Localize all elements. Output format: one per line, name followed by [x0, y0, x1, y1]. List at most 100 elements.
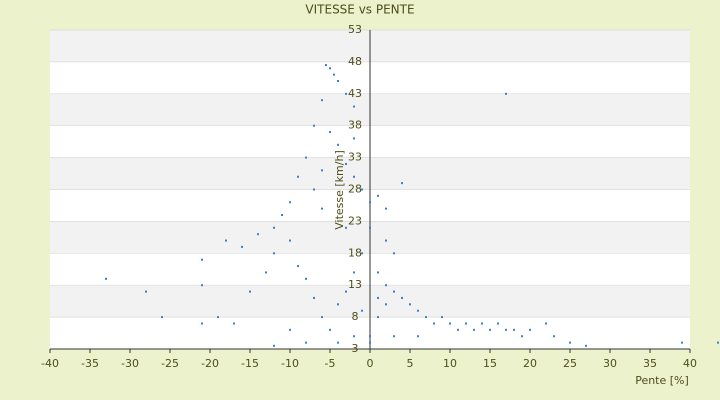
- x-tick-label: 30: [603, 357, 617, 370]
- x-tick-label: 10: [443, 357, 457, 370]
- point: [497, 322, 499, 325]
- y-axis-title: Vitesse [km/h]: [333, 150, 346, 230]
- point: [257, 233, 259, 236]
- point: [369, 341, 371, 344]
- y-tick-label: 13: [348, 278, 362, 291]
- point: [337, 341, 339, 344]
- point: [449, 322, 451, 325]
- point: [321, 207, 323, 210]
- point: [305, 341, 307, 344]
- point: [457, 328, 459, 331]
- point: [225, 239, 227, 242]
- point: [585, 344, 587, 347]
- point: [145, 290, 147, 293]
- point: [265, 271, 267, 274]
- point: [417, 309, 419, 312]
- x-tick-label: -5: [325, 357, 336, 370]
- point: [273, 252, 275, 255]
- point: [377, 316, 379, 319]
- point: [361, 309, 363, 312]
- point: [393, 335, 395, 338]
- x-tick-label: -35: [81, 357, 99, 370]
- x-tick-label: -40: [41, 357, 59, 370]
- y-tick-label: 33: [348, 151, 362, 164]
- point: [353, 175, 355, 178]
- point: [273, 344, 275, 347]
- point: [545, 322, 547, 325]
- point: [281, 214, 283, 217]
- point: [345, 92, 347, 95]
- x-tick-label: 5: [407, 357, 414, 370]
- x-tick-label: -20: [201, 357, 219, 370]
- point: [289, 201, 291, 204]
- x-tick-label: 15: [483, 357, 497, 370]
- x-tick-label: 35: [643, 357, 657, 370]
- point: [249, 290, 251, 293]
- y-tick-label: 43: [348, 87, 362, 100]
- x-tick-label: -10: [281, 357, 299, 370]
- point: [473, 328, 475, 331]
- point: [353, 137, 355, 140]
- x-tick-label: 0: [367, 357, 374, 370]
- point: [377, 296, 379, 299]
- point: [217, 316, 219, 319]
- point: [377, 271, 379, 274]
- x-tick-label: 25: [563, 357, 577, 370]
- y-tick-label: 3: [352, 342, 359, 355]
- point: [345, 290, 347, 293]
- point: [297, 265, 299, 268]
- point: [417, 335, 419, 338]
- point: [321, 169, 323, 172]
- point: [313, 296, 315, 299]
- point: [297, 175, 299, 178]
- point: [521, 335, 523, 338]
- y-tick-label: 23: [348, 214, 362, 227]
- point: [369, 201, 371, 204]
- point: [481, 322, 483, 325]
- y-tick-label: 28: [348, 183, 362, 196]
- point: [305, 156, 307, 159]
- point: [385, 239, 387, 242]
- point: [333, 73, 335, 76]
- point: [513, 328, 515, 331]
- y-tick-label: 8: [352, 310, 359, 323]
- point: [289, 239, 291, 242]
- point: [425, 316, 427, 319]
- point: [329, 131, 331, 134]
- point: [393, 252, 395, 255]
- y-tick-label: 38: [348, 119, 362, 132]
- x-tick-label: 40: [683, 357, 697, 370]
- point: [717, 341, 719, 344]
- point: [201, 322, 203, 325]
- point: [289, 328, 291, 331]
- point: [329, 328, 331, 331]
- point: [465, 322, 467, 325]
- point: [345, 162, 347, 165]
- point: [529, 328, 531, 331]
- point: [401, 182, 403, 185]
- point: [241, 245, 243, 248]
- point: [393, 290, 395, 293]
- point: [353, 105, 355, 108]
- point: [321, 316, 323, 319]
- y-tick-label: 53: [348, 23, 362, 36]
- x-tick-label: -15: [241, 357, 259, 370]
- point: [273, 226, 275, 229]
- point: [325, 64, 327, 67]
- point: [361, 188, 363, 191]
- point: [385, 303, 387, 306]
- point: [345, 226, 347, 229]
- point: [377, 194, 379, 197]
- y-tick-label: 18: [348, 246, 362, 259]
- point: [553, 335, 555, 338]
- point: [353, 271, 355, 274]
- point: [201, 284, 203, 287]
- point: [105, 277, 107, 280]
- point: [569, 341, 571, 344]
- point: [337, 143, 339, 146]
- point: [385, 207, 387, 210]
- point: [321, 99, 323, 102]
- point: [433, 322, 435, 325]
